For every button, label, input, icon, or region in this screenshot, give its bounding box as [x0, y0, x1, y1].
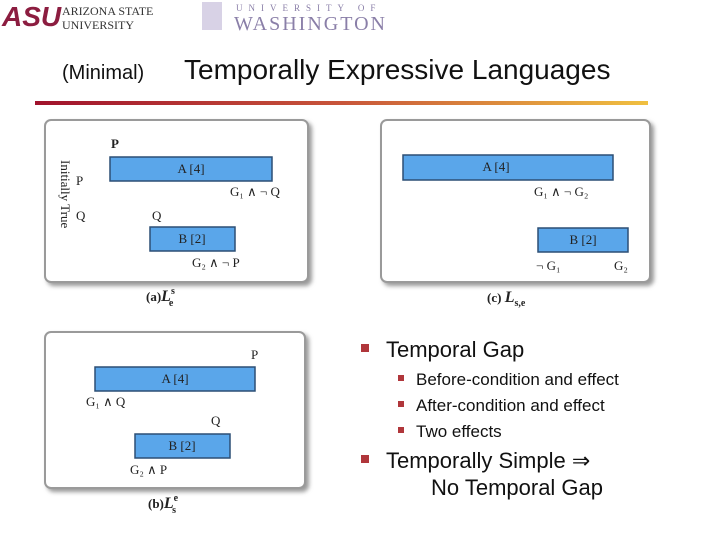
asu-name: ARIZONA STATE [62, 4, 153, 18]
panel [44, 119, 309, 283]
label: Q [211, 413, 221, 428]
action-bar [402, 154, 614, 181]
bullet [361, 344, 369, 352]
caption-sub: e [169, 298, 174, 309]
action-label: A [4] [161, 371, 188, 386]
title: Temporally Expressive Languages [184, 54, 610, 85]
label: G₁ ∧ ¬ G₂ [534, 184, 588, 199]
caption-symbol: L [163, 495, 174, 512]
action-bar [109, 156, 273, 182]
label: Q [152, 208, 162, 223]
caption: (a)Ls e [146, 286, 175, 309]
uw-emblem [202, 2, 222, 30]
asu-name: UNIVERSITY [62, 18, 134, 32]
bullet [361, 455, 369, 463]
action-label: A [4] [482, 159, 509, 174]
axis-label: Initially True [58, 160, 73, 228]
label: G₁ ∧ Q [86, 394, 126, 409]
caption-label: (c) [487, 290, 505, 305]
asu-mark: ASU [1, 1, 62, 32]
caption-symbol: L [160, 288, 171, 305]
caption-sup: e [174, 493, 179, 504]
label: G₁ ∧ ¬ Q [230, 184, 281, 199]
bullet [398, 401, 404, 407]
diagram: P A [4] G₁ ∧ Q Q B [2] G₂ ∧ P (b)Le s [44, 331, 306, 516]
caption-sub: s,e [514, 298, 525, 309]
bullet-text: After-condition and effect [416, 396, 605, 415]
caption-label: (b) [148, 496, 164, 511]
label: G₂ [614, 258, 628, 273]
uw-logo: UNIVERSITY OF WASHINGTON [202, 2, 387, 35]
diagram: P Initially True P Q A [4] G₁ ∧ ¬ Q Q B … [44, 119, 309, 309]
label: ¬ G₁ [536, 258, 561, 273]
action-bar [149, 226, 236, 252]
action-label: B [2] [168, 438, 195, 453]
caption-sub: s [172, 505, 176, 516]
action-label: A [4] [177, 161, 204, 176]
asu-logo: ASU ARIZONA STATE UNIVERSITY [1, 1, 153, 32]
label: P [76, 173, 83, 188]
bullet-text: No Temporal Gap [431, 475, 603, 500]
caption: (b)Le s [148, 493, 179, 516]
action-bar [94, 366, 256, 392]
diagram: A [4] G₁ ∧ ¬ G₂ B [2] ¬ G₁ G₂ (c) Ls,e [380, 119, 651, 309]
label: Q [76, 208, 86, 223]
bullet-list: Temporal Gap Before-condition and effect… [361, 337, 619, 500]
label: P [111, 136, 119, 151]
action-label: B [2] [569, 232, 596, 247]
bullet [398, 427, 404, 433]
action-bar [134, 433, 231, 459]
title-prefix: (Minimal) [62, 62, 144, 84]
panel [44, 331, 306, 489]
bullet-text: Two effects [416, 422, 502, 441]
bullet-text: Temporal Gap [386, 337, 524, 362]
caption-label: (a) [146, 289, 161, 304]
caption: (c) Ls,e [487, 289, 526, 309]
bullet-text: Temporally Simple ⇒ [386, 448, 590, 473]
caption-symbol: L [504, 289, 515, 306]
title-rule [35, 101, 648, 105]
panel [380, 119, 651, 283]
bullet-text: Before-condition and effect [416, 370, 619, 389]
label: G₂ ∧ P [130, 462, 167, 477]
action-label: B [2] [178, 231, 205, 246]
label: P [251, 347, 258, 362]
bullet [398, 375, 404, 381]
caption-sup: s [171, 286, 175, 297]
action-bar [537, 227, 629, 253]
uw-name: WASHINGTON [234, 13, 387, 35]
label: G₂ ∧ ¬ P [192, 255, 240, 270]
uw-name: UNIVERSITY OF [236, 3, 381, 13]
